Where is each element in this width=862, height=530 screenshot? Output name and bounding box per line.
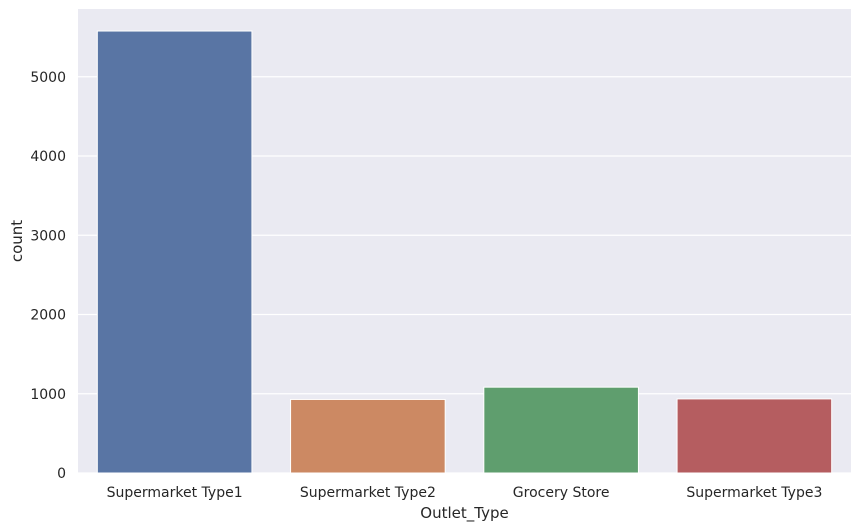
x-axis-label: Outlet_Type <box>420 504 508 523</box>
y-tick-labels: 0 1000 2000 3000 4000 5000 <box>30 70 66 482</box>
x-tick-labels: Supermarket Type1 Supermarket Type2 Grocer… <box>107 485 823 501</box>
y-tick-label: 1000 <box>30 387 66 403</box>
bar-supermarket-type2 <box>290 398 446 474</box>
x-tick-label: Supermarket Type3 <box>686 485 822 501</box>
y-tick-label: 3000 <box>30 228 66 244</box>
bars <box>96 30 833 474</box>
y-tick-label: 2000 <box>30 308 66 324</box>
y-tick-label: 4000 <box>30 149 66 165</box>
y-axis-label: count <box>8 220 26 262</box>
bar-supermarket-type3 <box>676 398 833 474</box>
y-tick-label: 5000 <box>30 70 66 86</box>
y-tick-label: 0 <box>57 466 66 482</box>
x-tick-label: Supermarket Type2 <box>300 485 436 501</box>
bar-grocery-store <box>483 386 639 474</box>
bar-supermarket-type1 <box>96 30 253 474</box>
x-tick-label: Supermarket Type1 <box>107 485 243 501</box>
x-tick-label: Grocery Store <box>513 485 610 501</box>
